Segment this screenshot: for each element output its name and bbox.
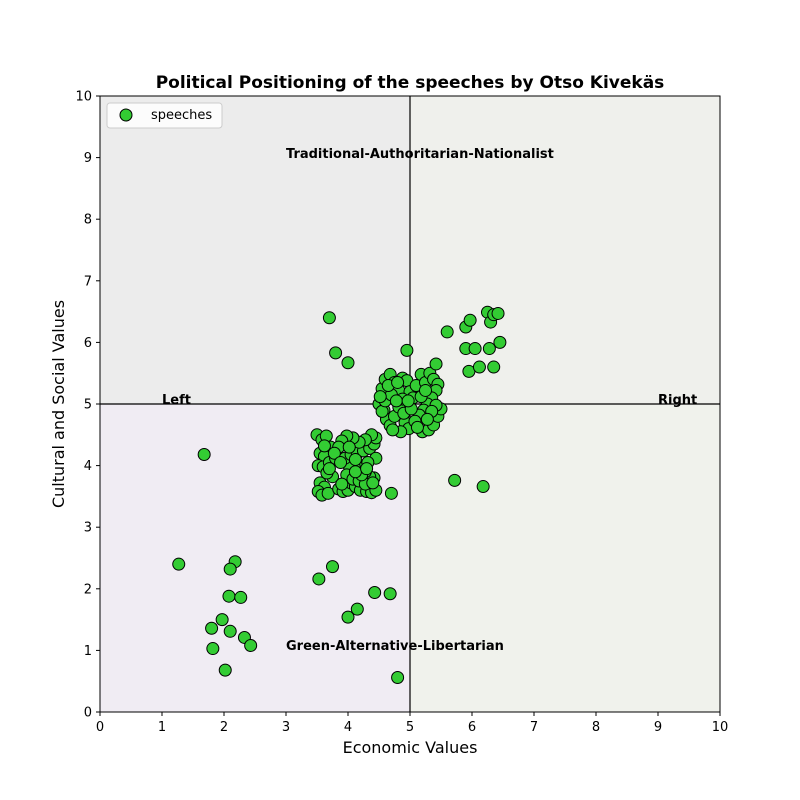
y-tick-label: 10: [75, 90, 92, 105]
data-point: [476, 480, 490, 494]
data-point: [487, 360, 501, 374]
x-tick-label: 3: [282, 720, 290, 735]
data-points: [172, 305, 507, 685]
data-point: [312, 572, 326, 586]
data-point: [468, 342, 482, 356]
data-point: [350, 602, 364, 616]
data-point: [341, 356, 355, 370]
data-point: [215, 613, 229, 627]
quadrant-label-top: Traditional-Authoritarian-Nationalist: [286, 147, 554, 162]
y-tick-label: 1: [84, 644, 92, 659]
quadrant-label-left: Left: [162, 393, 191, 408]
x-tick-label: 8: [592, 720, 600, 735]
data-point: [472, 360, 486, 374]
data-point: [400, 343, 414, 357]
y-tick-label: 4: [84, 459, 92, 474]
data-point: [334, 456, 348, 470]
data-point: [218, 663, 232, 677]
data-point: [410, 420, 424, 434]
data-point: [206, 642, 220, 656]
data-point: [448, 473, 462, 487]
x-axis-label: Economic Values: [343, 738, 478, 757]
data-point: [341, 610, 355, 624]
x-tick-label: 5: [406, 720, 414, 735]
data-point: [197, 448, 211, 462]
y-tick-label: 8: [84, 213, 92, 228]
x-axis: 0 1 2 3 4 5 6 7 8 9 10: [96, 712, 728, 735]
data-point: [244, 638, 258, 652]
x-tick-label: 6: [468, 720, 476, 735]
x-tick-label: 7: [530, 720, 538, 735]
y-tick-label: 3: [84, 521, 92, 536]
data-point: [420, 412, 434, 426]
data-point: [482, 342, 496, 356]
data-point: [384, 486, 398, 500]
x-tick-label: 9: [654, 720, 662, 735]
legend-entry-speeches: speeches: [151, 108, 212, 123]
data-point: [366, 476, 380, 490]
data-point: [327, 446, 341, 460]
data-point: [222, 589, 236, 603]
legend: speeches: [106, 102, 223, 129]
data-point: [342, 440, 356, 454]
data-point: [368, 585, 382, 599]
data-point: [326, 560, 339, 574]
data-point: [386, 423, 400, 437]
data-point: [463, 313, 477, 327]
data-point: [419, 383, 432, 397]
legend-box: [106, 102, 223, 129]
data-point: [317, 439, 331, 453]
data-point: [223, 624, 237, 638]
quadrant-bottom-right: [410, 404, 720, 712]
data-point: [205, 621, 219, 635]
y-tick-label: 7: [84, 274, 92, 289]
y-tick-label: 0: [84, 706, 92, 721]
y-axis-label: Cultural and Social Values: [49, 300, 68, 508]
data-point: [348, 465, 362, 479]
data-point: [491, 306, 505, 320]
quadrant-backgrounds: [100, 96, 720, 712]
data-point: [329, 346, 343, 360]
x-tick-label: 2: [220, 720, 228, 735]
data-point: [335, 477, 349, 491]
data-point: [493, 335, 507, 349]
data-point: [348, 452, 362, 466]
x-tick-label: 10: [712, 720, 729, 735]
quadrant-label-bottom: Green-Alternative-Libertarian: [286, 639, 504, 654]
data-point: [383, 587, 397, 601]
x-tick-label: 4: [344, 720, 352, 735]
y-tick-label: 5: [84, 398, 92, 413]
data-point: [234, 590, 248, 604]
data-point: [440, 325, 454, 339]
quadrant-top-right: [410, 96, 720, 404]
data-point: [172, 557, 186, 571]
data-point: [391, 671, 405, 685]
y-axis: 0 1 2 3 4 5 6 7 8 9 10: [75, 90, 100, 721]
data-point: [401, 394, 415, 408]
quadrant-top-left: [100, 96, 410, 404]
chart-title: Political Positioning of the speeches by…: [156, 73, 665, 93]
data-point: [322, 462, 336, 476]
y-tick-label: 9: [84, 151, 92, 166]
x-tick-label: 1: [158, 720, 166, 735]
x-tick-label: 0: [96, 720, 104, 735]
y-tick-label: 6: [84, 336, 92, 351]
data-point: [389, 394, 403, 408]
data-point: [429, 357, 443, 371]
data-point: [360, 462, 374, 476]
data-point: [391, 375, 405, 389]
y-tick-label: 2: [84, 582, 92, 597]
data-point: [223, 562, 237, 576]
quadrant-label-right: Right: [658, 393, 697, 408]
data-point: [322, 311, 336, 325]
data-point: [373, 390, 387, 404]
legend-marker: [119, 108, 133, 122]
